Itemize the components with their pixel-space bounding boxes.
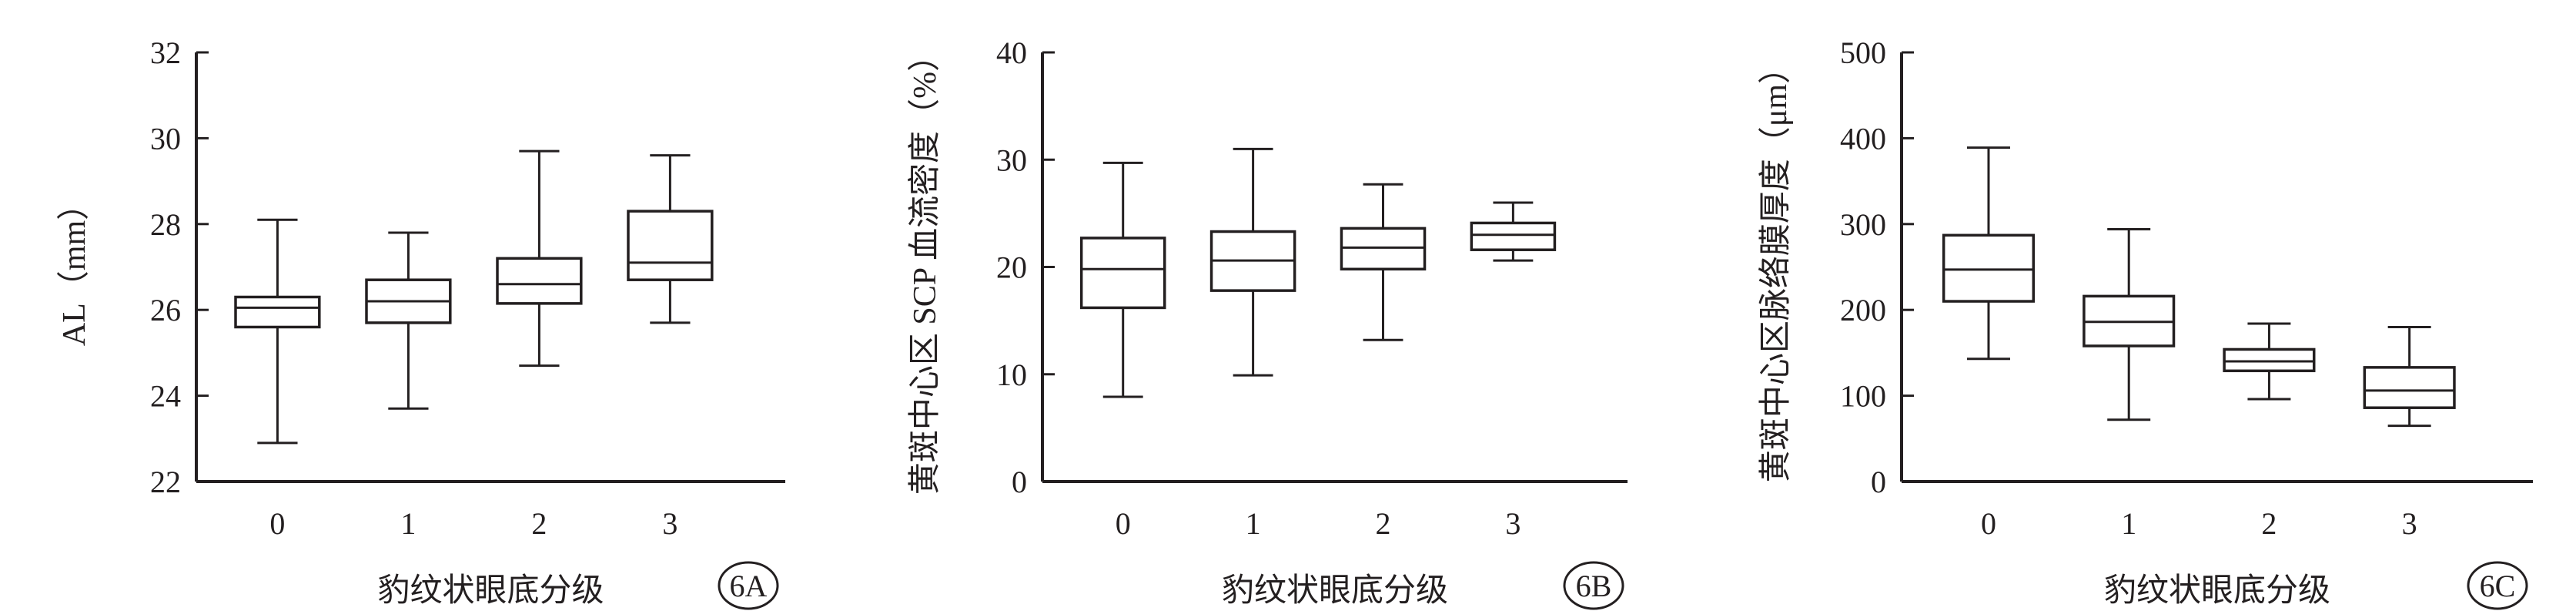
box-1 (365, 231, 452, 410)
x-tick-label: 1 (400, 506, 416, 541)
box-0 (1079, 161, 1166, 398)
iqr-box (627, 210, 714, 281)
y-tick-label: 28 (150, 207, 181, 242)
panel-label-text: 6B (1576, 569, 1612, 603)
x-tick-label: 2 (2261, 506, 2277, 541)
y-tick-label: 26 (150, 293, 181, 327)
y-axis-title: 黄斑中心区 SCP 血流密度（%） (907, 39, 943, 495)
box-2 (2223, 322, 2316, 401)
x-tick-label: 3 (2402, 506, 2417, 541)
iqr-box (2363, 366, 2456, 409)
box-1 (2083, 227, 2176, 421)
x-tick-label: 3 (1505, 506, 1521, 541)
y-axis-title: AL（mm） (57, 188, 92, 346)
y-tick-label: 0 (1871, 465, 1886, 499)
panel-6C: 0 100 200 300 400 500 0 1 2 3 豹纹状眼底分级 黄斑中心区脉络膜厚度（μm… (1758, 35, 2533, 610)
y-tick-label: 40 (996, 35, 1027, 70)
box-0 (234, 218, 321, 445)
x-tick-label: 3 (662, 506, 677, 541)
y-tick-label: 100 (1840, 379, 1886, 414)
iqr-box (1470, 221, 1557, 251)
y-axis-title: 黄斑中心区脉络膜厚度（μm） (1758, 52, 1794, 482)
panel-label-text: 6C (2480, 569, 2516, 603)
panel-6A: 22 24 26 28 30 32 0 1 2 3 豹纹状眼底分级 AL（mm） 6A (57, 35, 785, 610)
x-tick-label: 1 (2121, 506, 2136, 541)
panel-label-text: 6A (730, 569, 768, 603)
y-tick-label: 20 (996, 250, 1027, 285)
y-tick-label: 0 (1012, 465, 1027, 499)
box-1 (1209, 147, 1296, 377)
panel-label-circle (2467, 561, 2528, 610)
y-tick-label: 300 (1840, 207, 1886, 242)
iqr-box (1942, 233, 2036, 303)
y-tick-label: 30 (996, 143, 1027, 177)
panel-6B: 0 10 20 30 40 0 1 2 3 豹纹状眼底分级 黄斑中心区 SCP 血流密度（%） 6B (907, 35, 1628, 610)
y-tick-label: 500 (1840, 35, 1886, 70)
iqr-box (496, 257, 583, 305)
x-axis-title: 豹纹状眼底分级 (377, 573, 604, 609)
iqr-box (234, 295, 321, 329)
x-tick-label: 0 (1116, 506, 1131, 541)
x-tick-label: 0 (269, 506, 285, 541)
iqr-box (2223, 347, 2316, 373)
panel-label-badge: 6C (2467, 561, 2528, 610)
x-axis-title: 豹纹状眼底分级 (2104, 573, 2330, 609)
panel-label-badge: 6B (1563, 561, 1624, 610)
box-3 (2363, 325, 2456, 428)
y-tick-label: 30 (150, 121, 181, 156)
y-tick-label: 400 (1840, 121, 1886, 156)
x-tick-label: 2 (1375, 506, 1390, 541)
panel-label-badge: 6A (718, 561, 779, 610)
panel-label-circle (718, 561, 779, 610)
box-0 (1942, 146, 2036, 361)
x-tick-label: 0 (1981, 506, 1996, 541)
box-2 (1340, 183, 1427, 341)
y-tick-label: 200 (1840, 293, 1886, 327)
y-tick-label: 24 (150, 379, 181, 414)
box-3 (627, 154, 714, 324)
iqr-box (1079, 237, 1166, 310)
x-axis-title: 豹纹状眼底分级 (1222, 573, 1448, 609)
y-tick-label: 22 (150, 465, 181, 499)
panel-label-circle (1563, 561, 1624, 610)
box-3 (1470, 201, 1557, 262)
x-tick-label: 1 (1246, 506, 1261, 541)
y-tick-label: 10 (996, 358, 1027, 392)
y-tick-label: 32 (150, 35, 181, 70)
x-tick-label: 2 (531, 506, 547, 541)
box-2 (496, 149, 583, 368)
